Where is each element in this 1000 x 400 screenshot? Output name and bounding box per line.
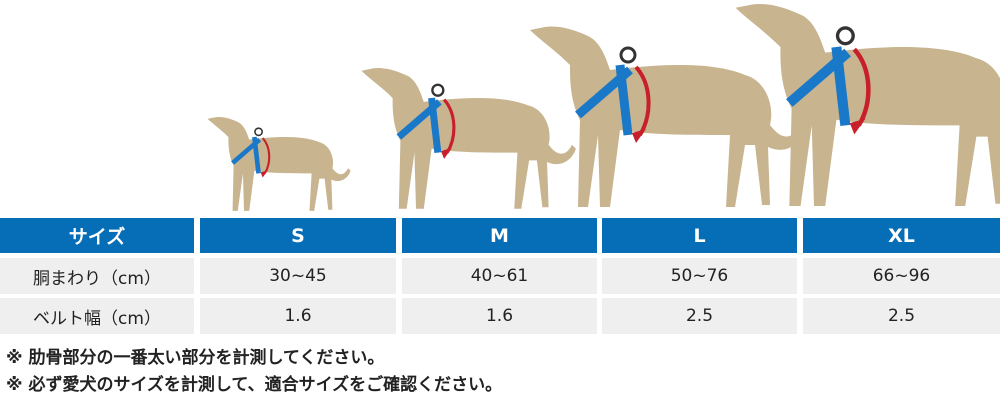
dog-m-icon bbox=[361, 68, 576, 209]
dog-s-icon bbox=[207, 117, 351, 211]
belt-m: 1.6 bbox=[402, 298, 597, 334]
note-confirm: ※ 必ず愛犬のサイズを計測して、適合サイズをご確認ください。 bbox=[6, 375, 503, 395]
girth-xl: 66~96 bbox=[803, 258, 1000, 294]
belt-s: 1.6 bbox=[200, 298, 396, 334]
belt-l: 2.5 bbox=[602, 298, 797, 334]
header-s: S bbox=[200, 218, 396, 253]
row-belt-label: ベルト幅（cm） bbox=[0, 298, 194, 334]
girth-s: 30~45 bbox=[200, 258, 396, 294]
dog-illustrations bbox=[207, 3, 1000, 211]
header-xl: XL bbox=[803, 218, 1000, 253]
dog-xl-icon bbox=[735, 3, 1000, 207]
girth-l: 50~76 bbox=[602, 258, 797, 294]
header-m: M bbox=[402, 218, 597, 253]
header-label: サイズ bbox=[0, 218, 194, 253]
header-l: L bbox=[602, 218, 797, 253]
belt-xl: 2.5 bbox=[803, 298, 1000, 334]
girth-m: 40~61 bbox=[402, 258, 597, 294]
note-measure: ※ 肋骨部分の一番太い部分を計測してください。 bbox=[6, 348, 385, 368]
dog-l-icon bbox=[530, 26, 805, 207]
row-girth-label: 胴まわり（cm） bbox=[0, 258, 194, 294]
